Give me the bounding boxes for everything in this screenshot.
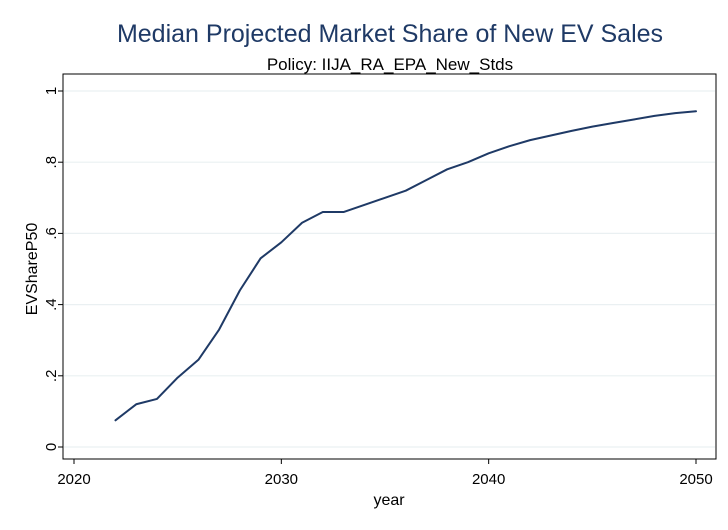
y-tick-label: 0	[43, 443, 60, 451]
y-tick-label: .6	[43, 227, 60, 240]
y-axis-label: EVShareP50	[24, 223, 41, 316]
chart-title: Median Projected Market Share of New EV …	[117, 20, 663, 48]
series-layer	[114, 110, 697, 422]
grid-lines	[64, 90, 715, 448]
y-tick-label: .8	[43, 156, 60, 169]
plot-area	[62, 73, 717, 460]
y-tick-label: .2	[43, 370, 60, 383]
series-line-1	[114, 110, 697, 422]
x-tick-label: 2040	[472, 471, 505, 488]
x-axis-label: year	[373, 492, 405, 509]
x-tick-label: 2030	[265, 471, 298, 488]
y-tick-label: 1	[43, 87, 60, 95]
y-tick-label: .4	[43, 298, 60, 311]
axes: 0 .2 .4 .6 .8 1 2020 2030 2040 2050	[43, 74, 716, 488]
x-tick-label: 2020	[57, 471, 90, 488]
chart-subtitle: Policy: IIJA_RA_EPA_New_Stds	[267, 55, 513, 74]
x-tick-label: 2050	[679, 471, 712, 488]
